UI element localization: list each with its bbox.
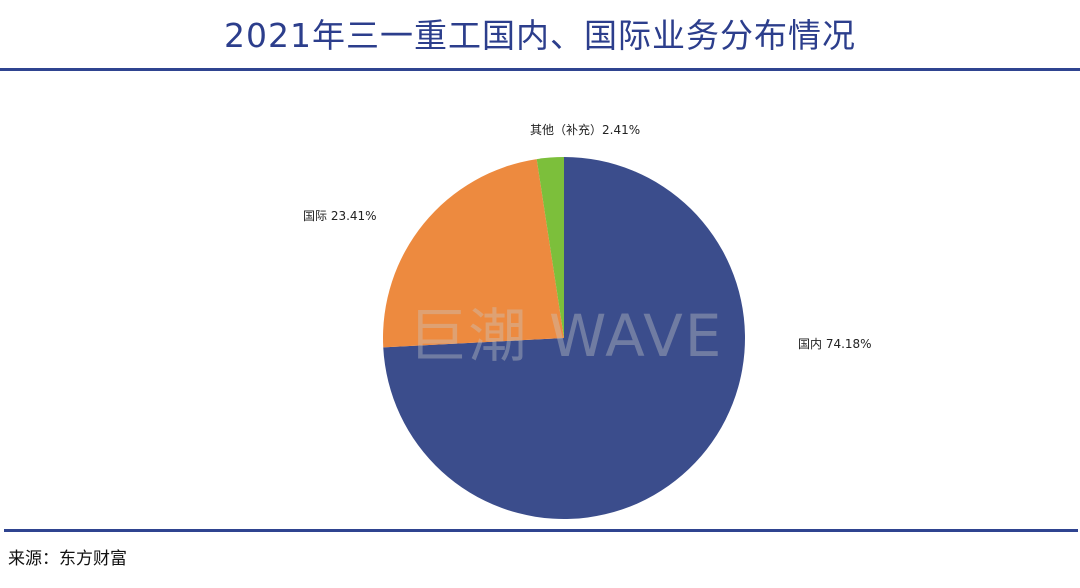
title-divider (0, 68, 1080, 71)
pie-chart: 巨潮 WAVE 国内 74.18% 国际 23.41% 其他（补充）2.41% (303, 122, 872, 519)
slice-label-3: 其他（补充）2.41% (530, 122, 640, 137)
pie-slice-1 (383, 157, 746, 519)
watermark-text: 巨潮 WAVE (409, 302, 724, 370)
footer-divider (4, 529, 1078, 532)
slice-labels: 国内 74.18% 国际 23.41% 其他（补充）2.41% (303, 122, 872, 351)
source-note: 来源：东方财富 (8, 549, 127, 569)
slice-label-2: 国际 23.41% (303, 209, 377, 223)
pie-slice-2 (382, 159, 564, 348)
chart-title: 2021年三一重工国内、国际业务分布情况 (224, 16, 856, 55)
slice-label-1: 国内 74.18% (798, 337, 872, 351)
pie-slice-3 (536, 157, 564, 338)
pie-slices (382, 157, 746, 519)
